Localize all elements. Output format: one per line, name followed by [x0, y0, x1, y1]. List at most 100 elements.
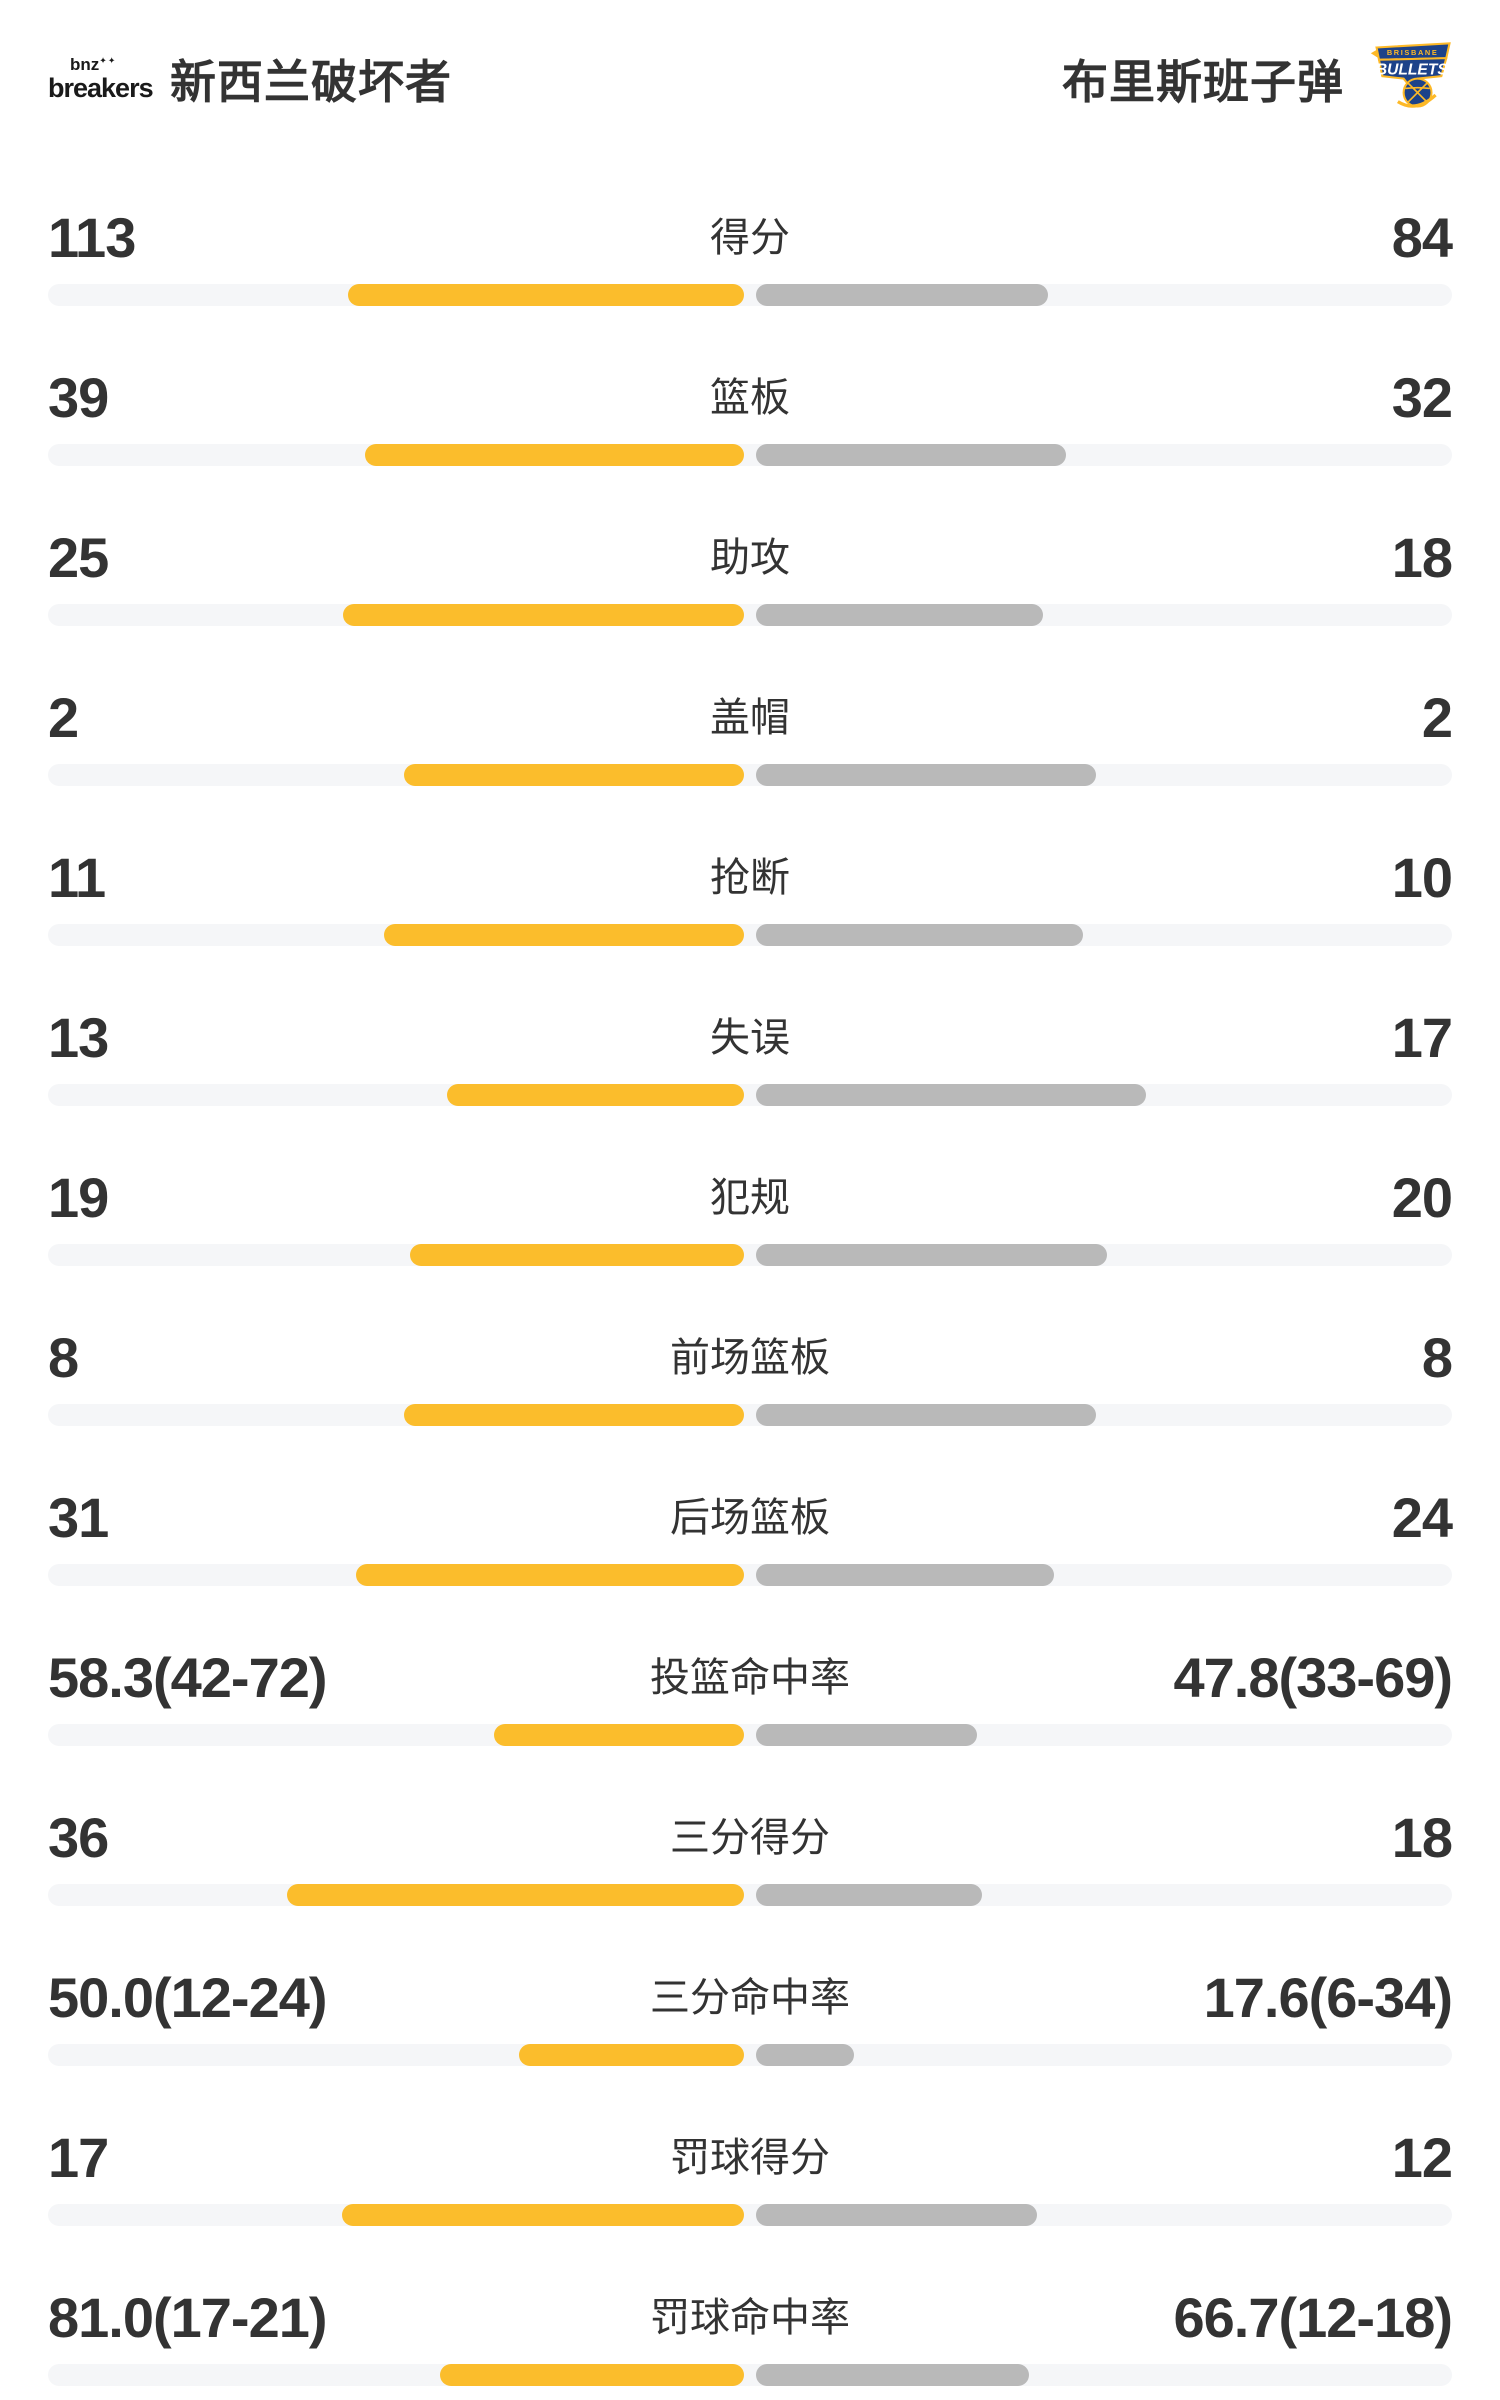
stat-bar-track: [48, 604, 1452, 626]
home-bar: [342, 2204, 744, 2226]
stat-row: 25 助攻 18: [48, 466, 1453, 626]
stat-label: 助攻: [710, 536, 790, 580]
stat-label: 得分: [710, 216, 790, 260]
bullets-logo: BRISBANE BULLETS: [1370, 39, 1452, 120]
home-bar: [342, 604, 744, 626]
away-bar: [756, 1244, 1108, 1266]
home-team-header: bnz✦✦ breakers 新西兰破坏者: [48, 46, 452, 112]
home-bar: [447, 1084, 744, 1106]
home-value: 11: [48, 846, 106, 909]
stat-row-values: 25 助攻 18: [48, 526, 1453, 590]
stat-label: 三分得分: [670, 1816, 830, 1860]
stat-label: 投篮命中率: [650, 1656, 850, 1700]
stat-bar-track: [48, 1084, 1452, 1106]
home-bar: [286, 1884, 744, 1906]
away-bar: [756, 1724, 977, 1746]
stat-bar-track: [48, 2204, 1452, 2226]
bullets-logo-banner-text: BRISBANE: [1387, 47, 1439, 56]
home-value: 113: [48, 206, 136, 269]
breakers-logo-bnz: bnz✦✦: [70, 55, 117, 74]
home-value: 13: [48, 1006, 109, 1069]
home-bar: [348, 284, 744, 306]
away-bar: [756, 2364, 1029, 2386]
away-value: 24: [1391, 1486, 1453, 1549]
stat-bar-track: [48, 284, 1452, 306]
home-value: 36: [48, 1806, 109, 1869]
home-value: 31: [48, 1486, 109, 1549]
stat-label: 失误: [710, 1016, 790, 1060]
stat-row: 113 得分 84: [48, 146, 1453, 306]
home-value: 58.3(42-72): [48, 1646, 328, 1709]
home-value: 17: [48, 2126, 109, 2189]
stat-bar-track: [48, 1884, 1452, 1906]
stat-label: 前场篮板: [670, 1336, 830, 1380]
stat-bar-track: [48, 1244, 1452, 1266]
away-value: 18: [1391, 1806, 1453, 1869]
away-bar: [756, 1404, 1097, 1426]
away-value: 66.7(12-18): [1173, 2286, 1453, 2349]
stat-row-values: 31 后场篮板 24: [48, 1486, 1453, 1550]
stat-row-values: 8 前场篮板 8: [48, 1326, 1453, 1390]
stat-bar-track: [48, 1724, 1452, 1746]
away-value: 20: [1391, 1166, 1453, 1229]
stat-row: 31 后场篮板 24: [48, 1426, 1453, 1586]
away-value: 17: [1391, 1006, 1453, 1069]
away-value: 10: [1391, 846, 1453, 909]
away-value: 32: [1391, 366, 1453, 429]
stat-row: 81.0(17-21) 罚球命中率 66.7(12-18): [48, 2226, 1453, 2386]
away-value: 8: [1421, 1326, 1453, 1389]
away-value: 47.8(33-69): [1173, 1646, 1453, 1709]
stat-row-values: 17 罚球得分 12: [48, 2126, 1453, 2190]
home-value: 8: [48, 1326, 79, 1389]
stat-row: 13 失误 17: [48, 946, 1453, 1106]
stat-row: 39 篮板 32: [48, 306, 1453, 466]
home-bar: [494, 1724, 744, 1746]
home-bar: [383, 924, 744, 946]
stat-bar-track: [48, 1404, 1452, 1426]
stat-label: 罚球命中率: [650, 2296, 850, 2340]
home-bar: [440, 2364, 744, 2386]
stat-row-values: 58.3(42-72) 投篮命中率 47.8(33-69): [48, 1646, 1453, 1710]
stat-row: 8 前场篮板 8: [48, 1266, 1453, 1426]
home-bar: [365, 444, 744, 466]
stat-bar-track: [48, 924, 1452, 946]
stat-bar-track: [48, 444, 1452, 466]
stat-bar-track: [48, 764, 1452, 786]
stat-row-values: 50.0(12-24) 三分命中率 17.6(6-34): [48, 1966, 1453, 2030]
stat-bar-track: [48, 1564, 1452, 1586]
home-value: 39: [48, 366, 109, 429]
away-bar: [756, 764, 1097, 786]
stat-row: 36 三分得分 18: [48, 1746, 1453, 1906]
stat-label: 盖帽: [710, 696, 790, 740]
away-team-name: 布里斯班子弹: [1062, 56, 1344, 108]
stat-bar-track: [48, 2364, 1452, 2386]
away-bar: [756, 444, 1066, 466]
bullets-logo-main-text: BULLETS: [1376, 61, 1448, 78]
away-bar: [756, 2044, 854, 2066]
stat-label: 篮板: [710, 376, 790, 420]
home-value: 19: [48, 1166, 109, 1229]
stat-row-values: 19 犯规 20: [48, 1166, 1453, 1230]
away-value: 12: [1391, 2126, 1453, 2189]
away-bar: [756, 924, 1083, 946]
away-bar: [756, 2204, 1038, 2226]
home-bar: [519, 2044, 744, 2066]
teams-header: bnz✦✦ breakers 新西兰破坏者 布里斯班子弹 BRISBANE BU…: [48, 0, 1452, 146]
home-bar: [403, 764, 744, 786]
stat-bar-track: [48, 2044, 1452, 2066]
home-value: 2: [48, 686, 79, 749]
home-bar: [410, 1244, 744, 1266]
away-bar: [756, 1084, 1146, 1106]
stat-row: 50.0(12-24) 三分命中率 17.6(6-34): [48, 1906, 1453, 2066]
stat-label: 抢断: [710, 856, 790, 900]
breakers-logo: bnz✦✦ breakers: [48, 55, 154, 102]
stat-row: 58.3(42-72) 投篮命中率 47.8(33-69): [48, 1586, 1453, 1746]
stat-label: 三分命中率: [650, 1976, 850, 2020]
stat-label: 犯规: [710, 1176, 790, 1220]
away-value: 18: [1391, 526, 1453, 589]
away-bar: [756, 284, 1049, 306]
away-team-header: 布里斯班子弹 BRISBANE BULLETS: [1062, 39, 1452, 120]
home-bar: [403, 1404, 744, 1426]
stat-label: 罚球得分: [670, 2136, 830, 2180]
